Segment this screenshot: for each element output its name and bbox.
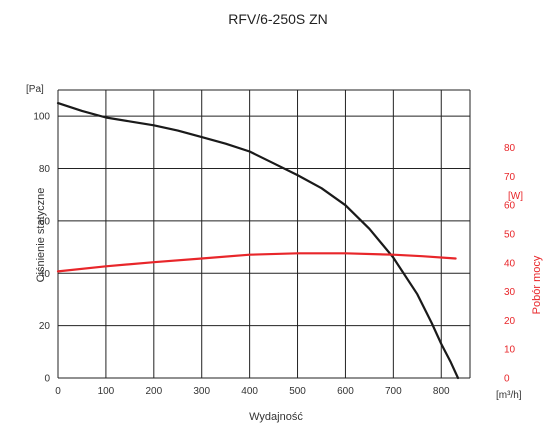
y-left-tick-label: 0 xyxy=(44,374,50,385)
y-left-tick-label: 80 xyxy=(39,164,51,175)
y-right-tick-label: 60 xyxy=(504,201,516,212)
y-left-tick-label: 20 xyxy=(39,321,51,332)
y-left-tick-label: 40 xyxy=(39,269,51,280)
y-left-tick-label: 100 xyxy=(33,112,50,123)
y-left-tick-label: 60 xyxy=(39,216,51,227)
y-right-tick-label: 50 xyxy=(504,230,516,241)
y-right-tick-label: 80 xyxy=(504,143,516,154)
y-right-tick-label: 10 xyxy=(504,345,516,356)
x-tick-label: 100 xyxy=(98,386,115,397)
y-right-tick-label: 0 xyxy=(504,374,510,385)
y-right-tick-label: 30 xyxy=(504,287,516,298)
x-tick-label: 500 xyxy=(289,386,306,397)
grid xyxy=(57,89,471,379)
x-tick-label: 600 xyxy=(337,386,354,397)
x-tick-label: 400 xyxy=(241,386,258,397)
y-right-tick-label: 20 xyxy=(504,316,516,327)
chart-title: RFV/6-250S ZN xyxy=(228,11,328,27)
right-unit-label: [W] xyxy=(508,191,523,202)
series-layer xyxy=(56,101,460,380)
x-tick-label: 200 xyxy=(145,386,162,397)
x-unit-label: [m³/h] xyxy=(496,390,522,401)
x-tick-label: 300 xyxy=(193,386,210,397)
right-axis-title: Pobór mocy xyxy=(531,255,543,314)
y-right-tick-label: 40 xyxy=(504,258,516,269)
x-tick-label: 800 xyxy=(433,386,450,397)
left-axis-title: Ciśnienie statyczne xyxy=(35,188,47,283)
y-right-tick-label: 70 xyxy=(504,172,516,183)
pressure-curve xyxy=(56,101,460,380)
left-unit-label: [Pa] xyxy=(26,84,44,95)
x-tick-label: 700 xyxy=(385,386,402,397)
axes-layer: 0 100 200 300 400 500 600 700 800 0 20 40 60 80 100 0 10… xyxy=(33,112,515,397)
x-tick-label: 0 xyxy=(55,386,61,397)
x-axis-title: Wydajność xyxy=(249,411,303,423)
power-curve xyxy=(56,252,457,273)
